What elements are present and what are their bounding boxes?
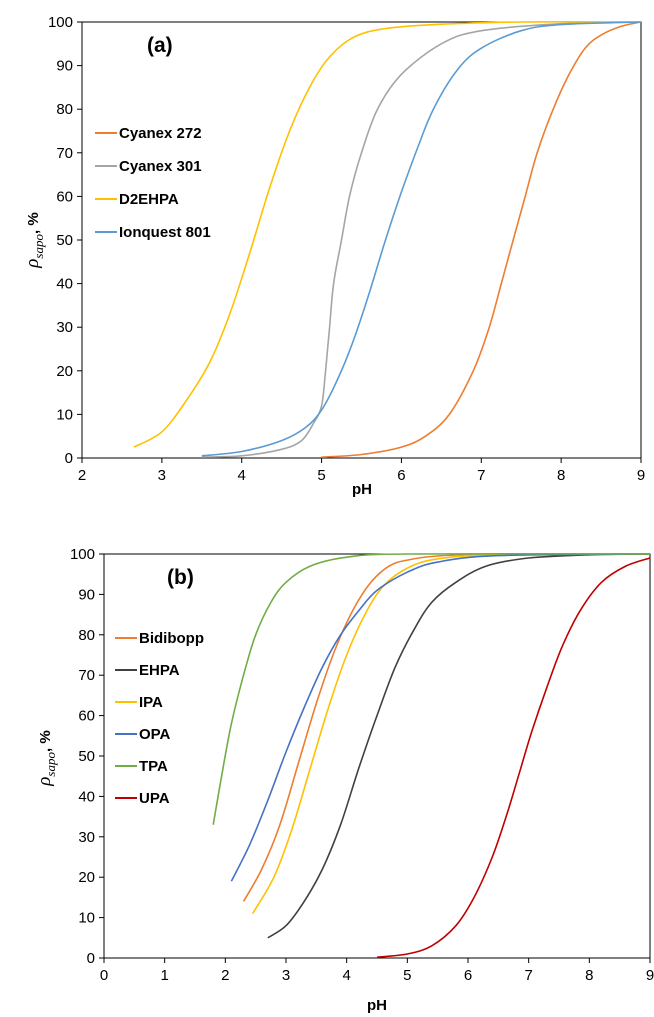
x-tick-label: 5: [403, 967, 411, 984]
legend-a: Cyanex 272 Cyanex 301 D2EHPA Ionquest 801: [95, 125, 211, 241]
chart-panel-b: 0 1 2 3 4 5 6 7 8 9 0 10 20 30 40 50 60 70 80 90 100 Bidibo…: [34, 546, 654, 1014]
series-group-a: [133, 21, 642, 458]
y-tick-label: 70: [78, 667, 95, 684]
legend-label-ehpa: EHPA: [139, 662, 180, 679]
x-tick-label: 4: [342, 967, 350, 984]
series-line-tpa: [212, 552, 651, 825]
series-line-ehpa: [267, 553, 651, 939]
series-line-d2ehpa: [133, 21, 642, 448]
y-tick-label: 10: [78, 910, 95, 927]
x-axis-label-b: pH: [367, 997, 387, 1014]
legend-label-ionquest-801: Ionquest 801: [119, 224, 211, 241]
x-tick-label: 9: [637, 467, 645, 484]
y-tick-label: 0: [65, 450, 73, 467]
x-tick-label: 6: [464, 967, 472, 984]
y-tick-label: 90: [78, 586, 95, 603]
series-line-bidibopp: [242, 553, 651, 902]
series-line-cyanex-301: [201, 21, 642, 458]
y-tick-label: 40: [56, 276, 73, 293]
legend-label-bidibopp: Bidibopp: [139, 630, 204, 647]
series-line-upa: [376, 557, 651, 958]
series-line-opa: [230, 553, 651, 882]
y-tick-label: 20: [78, 869, 95, 886]
y-tick-label: 30: [56, 319, 73, 336]
y-tick-label: 100: [48, 14, 73, 31]
plot-area-a: [81, 21, 642, 459]
x-tick-label: 9: [646, 967, 654, 984]
legend-label-d2ehpa: D2EHPA: [119, 191, 179, 208]
x-tick-label: 0: [100, 967, 108, 984]
y-tick-label: 30: [78, 829, 95, 846]
series-group-b: [212, 552, 651, 958]
legend-label-opa: OPA: [139, 726, 171, 743]
x-tick-label: 8: [557, 467, 565, 484]
x-tick-label: 5: [317, 467, 325, 484]
y-tick-label: 80: [56, 101, 73, 118]
legend-label-tpa: TPA: [139, 758, 168, 775]
y-tick-label: 40: [78, 788, 95, 805]
chart-panel-a: 2 3 4 5 6 7 8 9 0 10 20 30 40 50 60 70 80 90 100 Cyanex 2…: [22, 14, 645, 498]
x-tick-label: 4: [238, 467, 246, 484]
x-axis-label-a: pH: [352, 481, 372, 498]
y-tick-label: 0: [87, 950, 95, 967]
x-tick-label: 2: [78, 467, 86, 484]
y-axis-ticks-b: 0 10 20 30 40 50 60 70 80 90 100: [70, 546, 104, 967]
y-tick-label: 50: [78, 748, 95, 765]
y-tick-label: 50: [56, 232, 73, 249]
x-tick-label: 6: [397, 467, 405, 484]
y-tick-label: 10: [56, 406, 73, 423]
y-tick-label: 70: [56, 145, 73, 162]
x-tick-label: 7: [477, 467, 485, 484]
y-axis-ticks-a: 0 10 20 30 40 50 60 70 80 90 100: [48, 14, 82, 467]
y-tick-label: 60: [56, 188, 73, 205]
panel-label-a: (a): [147, 34, 173, 57]
x-axis-ticks-b: 0 1 2 3 4 5 6 7 8 9: [100, 958, 654, 984]
series-line-ionquest-801: [201, 21, 642, 457]
x-tick-label: 8: [585, 967, 593, 984]
y-axis-label-b: ρsapo, %: [34, 730, 58, 786]
x-tick-label: 3: [158, 467, 166, 484]
y-tick-label: 60: [78, 708, 95, 725]
legend-b: Bidibopp EHPA IPA OPA TPA UPA: [115, 630, 204, 807]
series-line-ipa: [251, 553, 651, 915]
y-tick-label: 20: [56, 363, 73, 380]
x-axis-ticks-a: 2 3 4 5 6 7 8 9: [78, 458, 645, 484]
series-line-cyanex-272: [321, 21, 642, 458]
x-tick-label: 2: [221, 967, 229, 984]
x-tick-label: 1: [160, 967, 168, 984]
panel-label-b: (b): [167, 566, 194, 589]
x-tick-label: 3: [282, 967, 290, 984]
plot-area-b: [103, 553, 651, 959]
legend-label-cyanex-272: Cyanex 272: [119, 125, 202, 142]
legend-label-ipa: IPA: [139, 694, 163, 711]
y-tick-label: 90: [56, 58, 73, 75]
legend-label-upa: UPA: [139, 790, 170, 807]
x-tick-label: 7: [524, 967, 532, 984]
legend-label-cyanex-301: Cyanex 301: [119, 158, 202, 175]
y-tick-label: 100: [70, 546, 95, 563]
y-tick-label: 80: [78, 627, 95, 644]
y-axis-label-a: ρsapo, %: [22, 212, 46, 268]
